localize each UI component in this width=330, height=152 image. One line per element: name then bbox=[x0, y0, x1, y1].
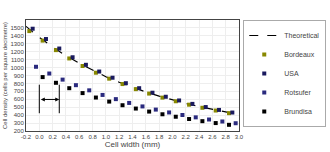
svg-text:1300: 1300 bbox=[10, 41, 24, 47]
svg-text:2.2: 2.2 bbox=[182, 134, 191, 140]
svg-text:1100: 1100 bbox=[11, 57, 25, 63]
svg-text:1400: 1400 bbox=[10, 33, 24, 39]
svg-text:0.4: 0.4 bbox=[62, 134, 71, 140]
svg-text:-0.2: -0.2 bbox=[21, 134, 32, 140]
svg-text:2.0: 2.0 bbox=[168, 134, 177, 140]
svg-text:Cell width (mm): Cell width (mm) bbox=[105, 140, 161, 149]
svg-text:1.2: 1.2 bbox=[115, 134, 124, 140]
svg-text:400: 400 bbox=[14, 112, 25, 118]
svg-text:2.8: 2.8 bbox=[222, 134, 231, 140]
svg-text:1500: 1500 bbox=[10, 25, 24, 31]
svg-text:Theoretical: Theoretical bbox=[284, 32, 319, 39]
svg-text:0.6: 0.6 bbox=[75, 134, 84, 140]
svg-text:Bordeaux: Bordeaux bbox=[284, 51, 314, 58]
svg-text:0.0: 0.0 bbox=[35, 134, 44, 140]
svg-text:2.6: 2.6 bbox=[208, 134, 217, 140]
svg-text:600: 600 bbox=[14, 96, 25, 102]
svg-text:200: 200 bbox=[14, 128, 25, 134]
svg-text:Brundisa: Brundisa bbox=[284, 108, 312, 115]
svg-text:1.8: 1.8 bbox=[155, 134, 164, 140]
svg-text:2.4: 2.4 bbox=[195, 134, 204, 140]
svg-text:0.2: 0.2 bbox=[48, 134, 57, 140]
svg-text:1000: 1000 bbox=[10, 65, 24, 71]
svg-text:1.4: 1.4 bbox=[128, 134, 137, 140]
svg-text:0.8: 0.8 bbox=[88, 134, 97, 140]
svg-text:3.0: 3.0 bbox=[235, 134, 244, 140]
svg-text:1.0: 1.0 bbox=[102, 134, 111, 140]
svg-text:800: 800 bbox=[14, 81, 25, 87]
svg-text:700: 700 bbox=[14, 88, 25, 94]
svg-text:1200: 1200 bbox=[10, 49, 24, 55]
svg-text:Rotsufer: Rotsufer bbox=[284, 89, 311, 96]
svg-text:500: 500 bbox=[14, 104, 25, 110]
svg-text:USA: USA bbox=[284, 70, 299, 77]
svg-text:1.6: 1.6 bbox=[142, 134, 151, 140]
svg-text:300: 300 bbox=[14, 120, 25, 126]
svg-text:Cell density (cells per square: Cell density (cells per square decimetre… bbox=[2, 22, 8, 129]
svg-text:900: 900 bbox=[14, 73, 25, 79]
